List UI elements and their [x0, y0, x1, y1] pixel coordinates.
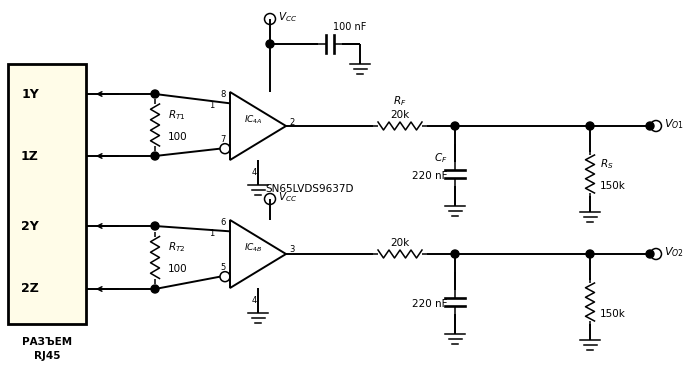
Text: 1Y: 1Y: [21, 88, 39, 101]
Text: 1Z: 1Z: [21, 150, 39, 162]
Text: 20k: 20k: [390, 110, 410, 120]
Text: $V_{CC}$: $V_{CC}$: [278, 190, 297, 204]
Text: 8: 8: [221, 90, 226, 99]
Text: 5: 5: [221, 263, 226, 272]
Circle shape: [586, 250, 594, 258]
Circle shape: [266, 40, 274, 48]
Circle shape: [646, 122, 654, 130]
Text: 2Z: 2Z: [21, 282, 39, 295]
Text: 100: 100: [168, 132, 187, 142]
Text: $V_{O2}$: $V_{O2}$: [664, 245, 684, 259]
Text: 3: 3: [289, 245, 294, 254]
Text: 2: 2: [289, 117, 294, 126]
Text: 100: 100: [168, 264, 187, 275]
Text: 20k: 20k: [390, 238, 410, 248]
Circle shape: [151, 152, 159, 160]
Text: 1: 1: [209, 229, 214, 238]
Circle shape: [451, 122, 459, 130]
Text: $IC_{4A}$: $IC_{4A}$: [243, 114, 262, 126]
Text: 150k: 150k: [600, 309, 626, 319]
Text: 4: 4: [252, 168, 257, 177]
Text: 7: 7: [221, 135, 226, 144]
Circle shape: [151, 285, 159, 293]
Bar: [8, 64, 86, 324]
Text: РАЗЪЕМ: РАЗЪЕМ: [22, 337, 72, 347]
Text: 4: 4: [252, 296, 257, 305]
Text: 150k: 150k: [600, 181, 626, 191]
Circle shape: [646, 250, 654, 258]
Text: $C_F$: $C_F$: [433, 151, 447, 165]
Text: $R_{T1}$: $R_{T1}$: [168, 108, 186, 122]
Circle shape: [151, 222, 159, 230]
Text: 220 nF: 220 nF: [412, 171, 447, 181]
Text: SN65LVDS9637D: SN65LVDS9637D: [266, 184, 354, 194]
Text: $IC_{4B}$: $IC_{4B}$: [243, 242, 262, 254]
Text: 2Y: 2Y: [21, 220, 39, 233]
Text: $R_S$: $R_S$: [600, 157, 614, 171]
Circle shape: [451, 250, 459, 258]
Circle shape: [586, 122, 594, 130]
Text: $R_F$: $R_F$: [394, 94, 407, 108]
Text: 220 nF: 220 nF: [412, 299, 447, 309]
Circle shape: [151, 90, 159, 98]
Text: 100 nF: 100 nF: [333, 22, 366, 32]
Text: 6: 6: [221, 218, 226, 227]
Text: $V_{CC}$: $V_{CC}$: [278, 10, 297, 24]
Text: $V_{O1}$: $V_{O1}$: [664, 117, 684, 131]
Text: $R_{T2}$: $R_{T2}$: [168, 240, 185, 254]
Text: 1: 1: [209, 101, 214, 110]
Text: RJ45: RJ45: [34, 351, 60, 361]
